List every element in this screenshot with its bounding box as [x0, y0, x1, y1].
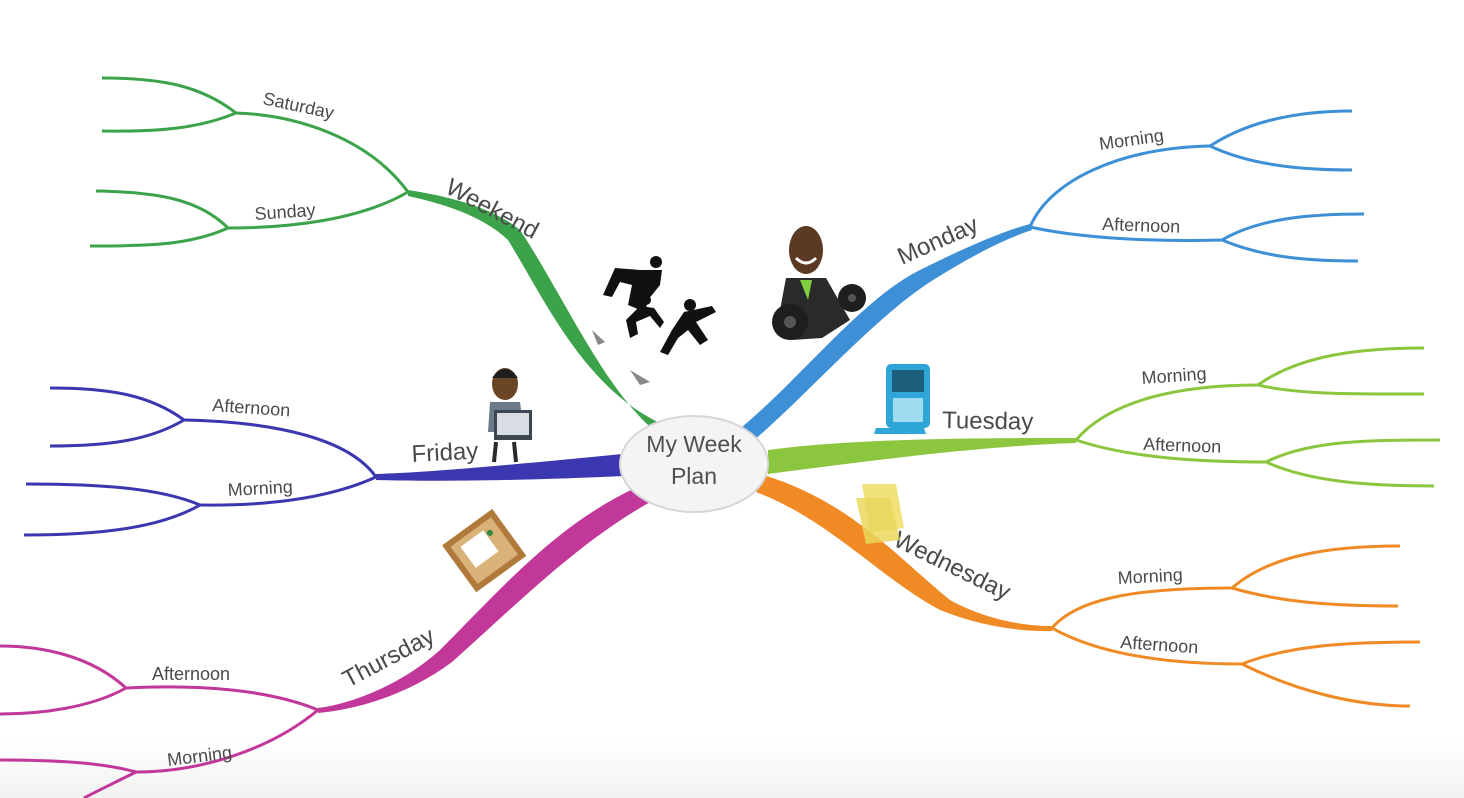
sticky-note-icon	[856, 484, 904, 544]
branch-monday-sub-1: Morning	[1098, 125, 1165, 154]
branch-thursday-main	[318, 484, 654, 713]
branch-friday-sub-1: Afternoon	[212, 395, 291, 420]
branch-thursday-lines	[0, 644, 319, 798]
branch-thursday-sub-1: Afternoon	[152, 664, 230, 684]
branch-tuesday[interactable]: Tuesday Morning Afternoon	[768, 346, 1441, 488]
branch-wednesday-main	[756, 474, 1052, 632]
branch-weekend-lines	[89, 76, 410, 248]
notice-board-icon	[442, 508, 527, 593]
branch-monday-sub-2: Afternoon	[1102, 214, 1181, 237]
branch-thursday-label: Thursday	[338, 622, 439, 693]
branch-friday-main	[376, 454, 624, 481]
branch-friday-lines	[23, 386, 378, 537]
branch-tuesday-lines	[1074, 346, 1441, 488]
central-topic[interactable]: My Week Plan	[619, 415, 769, 513]
branch-weekend-sub-2: Sunday	[254, 200, 316, 224]
central-topic-line-1: My Week	[646, 431, 742, 457]
businessman-icon	[772, 226, 866, 340]
branch-tuesday-sub-1: Morning	[1141, 364, 1207, 388]
branch-wednesday-lines	[1050, 544, 1421, 708]
branch-monday-main	[736, 224, 1032, 442]
branch-tuesday-sub-2: Afternoon	[1143, 434, 1222, 457]
branch-friday-sub-2: Morning	[227, 477, 293, 500]
branch-tuesday-label: Tuesday	[942, 407, 1034, 436]
branch-monday-lines	[1028, 109, 1365, 263]
branch-wednesday[interactable]: Wednesday Morning Afternoon	[756, 474, 1421, 708]
jumping-people-icon	[592, 256, 716, 385]
branch-weekend[interactable]: Weekend Saturday Sunday	[89, 76, 664, 425]
branch-friday-label: Friday	[411, 438, 479, 468]
branch-weekend-main	[408, 190, 664, 425]
central-topic-line-2: Plan	[671, 463, 717, 489]
person-laptop-icon	[488, 368, 532, 463]
branch-wednesday-sub-1: Morning	[1117, 565, 1183, 588]
branch-tuesday-main	[768, 438, 1076, 474]
branch-monday[interactable]: Monday Morning Afternoon	[736, 109, 1365, 442]
branch-friday[interactable]: Friday Afternoon Morning	[23, 386, 624, 537]
phone-icon	[874, 364, 930, 434]
branch-thursday-sub-2: Morning	[166, 742, 233, 770]
